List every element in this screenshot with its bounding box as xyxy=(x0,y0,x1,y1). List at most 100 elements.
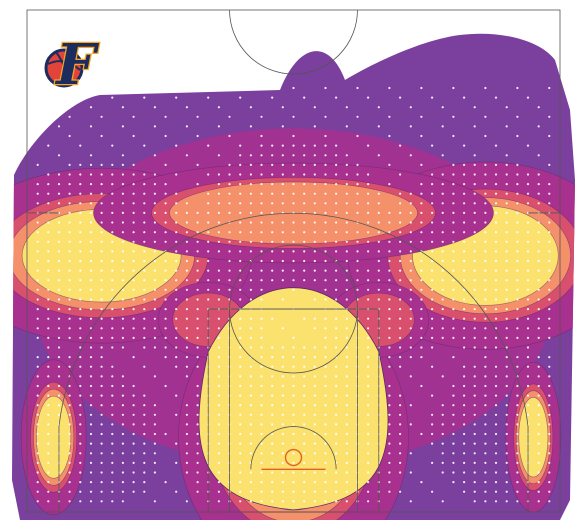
shot-dot xyxy=(121,221,124,224)
shot-dot xyxy=(260,250,263,253)
shot-dot xyxy=(164,298,167,301)
shot-dot xyxy=(100,134,103,138)
shot-dot xyxy=(303,394,306,397)
shot-dot xyxy=(185,288,188,291)
shot-dot xyxy=(217,221,220,224)
shot-dot xyxy=(537,269,540,272)
shot-dot xyxy=(207,279,210,282)
shot-dot xyxy=(249,404,252,407)
shot-dot xyxy=(89,231,93,234)
shot-dot xyxy=(217,125,220,128)
shot-dot xyxy=(409,356,412,359)
shot-dot xyxy=(420,163,423,166)
shot-dot xyxy=(249,394,252,397)
shot-dot xyxy=(239,221,242,224)
shot-dot xyxy=(537,336,540,339)
shot-dot xyxy=(164,221,167,224)
shot-dot xyxy=(239,327,242,330)
shot-dot xyxy=(271,317,274,320)
shot-dot xyxy=(516,327,519,330)
shot-dot xyxy=(57,192,61,195)
shot-dot xyxy=(249,481,252,484)
shot-dot xyxy=(484,336,487,339)
shot-dot xyxy=(121,336,124,339)
shot-dot xyxy=(281,154,284,157)
shot-dot xyxy=(303,356,306,359)
shot-dot xyxy=(271,346,274,349)
shot-dot xyxy=(463,308,466,311)
shot-dot xyxy=(47,298,50,301)
shot-dot xyxy=(441,308,444,311)
shot-dot xyxy=(452,288,455,291)
shot-dot xyxy=(143,259,146,263)
shot-dot xyxy=(260,481,263,484)
shot-dot xyxy=(345,461,348,464)
shot-dot xyxy=(36,327,39,330)
shot-dot xyxy=(388,183,391,186)
shot-dot xyxy=(335,490,338,493)
shot-dot xyxy=(217,384,220,388)
shot-dot xyxy=(420,269,423,272)
shot-dot xyxy=(420,231,423,234)
shot-dot xyxy=(79,183,82,186)
shot-dot xyxy=(526,173,530,176)
shot-dot xyxy=(537,192,540,195)
shot-dot xyxy=(452,308,455,311)
shot-dot xyxy=(111,471,114,474)
shot-dot xyxy=(143,413,146,416)
shot-dot xyxy=(271,192,274,195)
shot-dot xyxy=(431,96,434,99)
shot-dot xyxy=(143,317,146,320)
shot-dot xyxy=(505,308,508,311)
shot-dot xyxy=(516,202,519,205)
shot-dot xyxy=(335,442,338,445)
shot-dot xyxy=(100,288,103,291)
shot-dot xyxy=(239,452,242,455)
shot-dot xyxy=(47,471,50,474)
shot-dot xyxy=(260,394,263,397)
shot-dot xyxy=(196,308,199,311)
shot-dot xyxy=(313,327,316,330)
shot-dot xyxy=(420,356,423,359)
shot-dot xyxy=(399,96,402,99)
shot-dot xyxy=(185,317,188,320)
shot-dot xyxy=(441,336,444,339)
shot-dot xyxy=(409,106,412,109)
shot-dot xyxy=(89,365,93,368)
shot-dot xyxy=(367,404,370,407)
shot-dot xyxy=(388,308,391,311)
shot-dot xyxy=(335,384,338,388)
shot-dot xyxy=(196,163,199,166)
shot-dot xyxy=(249,298,252,301)
shot-dot xyxy=(313,231,316,234)
shot-dot xyxy=(441,404,444,407)
shot-dot xyxy=(367,221,370,224)
shot-dot xyxy=(292,202,295,205)
shot-dot xyxy=(281,423,284,426)
shot-dot xyxy=(260,288,263,291)
shot-dot xyxy=(292,240,295,243)
shot-dot xyxy=(399,461,402,464)
shot-dot xyxy=(68,452,71,455)
shot-dot xyxy=(281,192,284,195)
shot-dot xyxy=(494,173,498,176)
shot-dot xyxy=(409,471,412,474)
shot-dots xyxy=(36,86,551,503)
shot-dot xyxy=(345,163,348,166)
shot-dot xyxy=(303,240,306,243)
shot-dot xyxy=(537,490,540,493)
shot-dot xyxy=(548,317,551,320)
shot-dot xyxy=(399,423,402,426)
shot-dot xyxy=(89,490,93,493)
shot-dot xyxy=(164,356,167,359)
shot-dot xyxy=(36,192,39,195)
shot-dot xyxy=(185,500,188,503)
shot-dot xyxy=(313,163,316,166)
shot-dot xyxy=(111,96,114,99)
shot-dot xyxy=(367,269,370,272)
shot-dot xyxy=(335,346,338,349)
shot-dot xyxy=(548,134,551,138)
shot-dot xyxy=(249,384,252,388)
shot-dot xyxy=(175,202,178,205)
shot-dot xyxy=(516,442,519,445)
